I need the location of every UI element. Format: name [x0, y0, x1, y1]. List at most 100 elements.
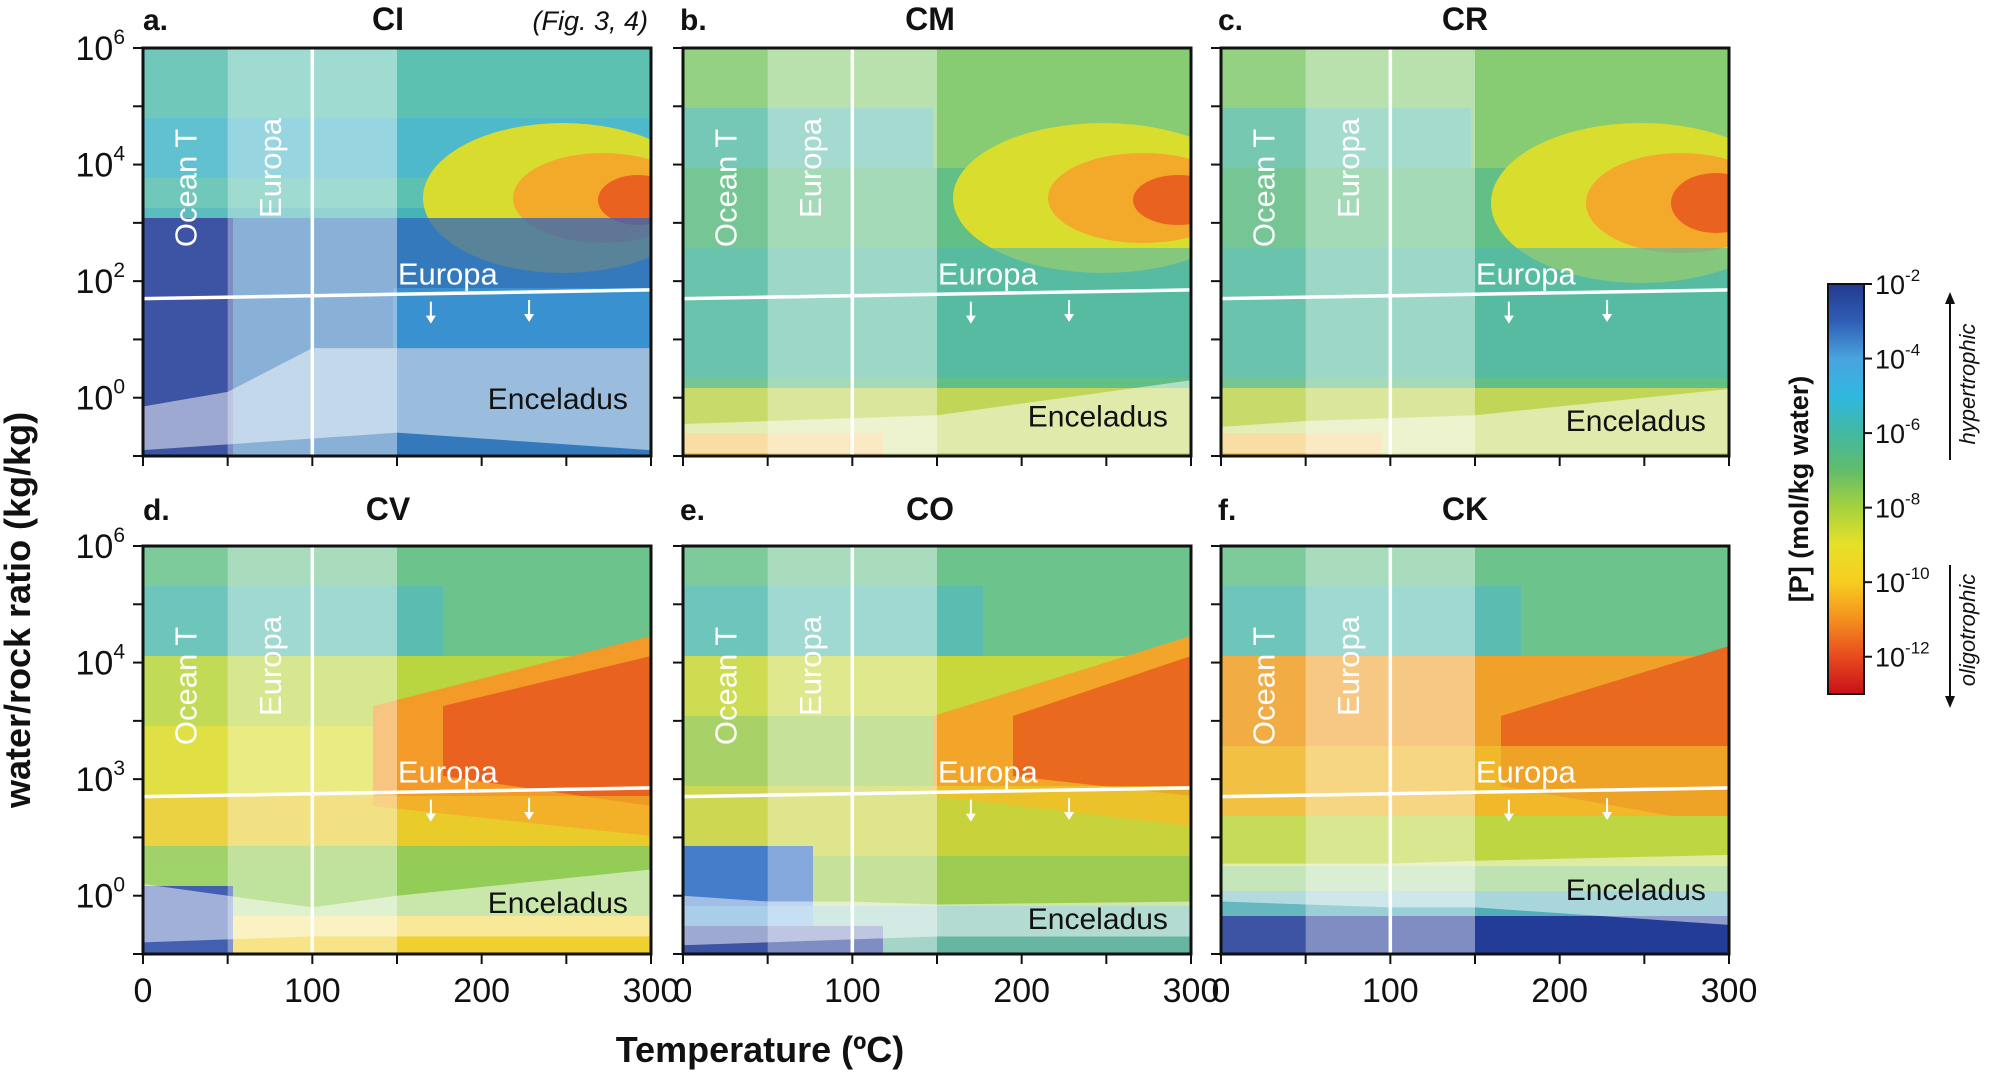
panel-title: CR — [1442, 1, 1488, 37]
panel-letter: a. — [143, 4, 168, 37]
enceladus-label: Enceladus — [1028, 903, 1168, 936]
x-tick-label: 300 — [623, 972, 680, 1010]
europa-wr-line — [682, 786, 1192, 799]
y-tick-label: 104 — [75, 143, 125, 185]
heatmap-plot — [143, 48, 651, 456]
enceladus-label: Enceladus — [1566, 405, 1706, 438]
panel-overlay: Ocean T Europa Europa Enceladus — [673, 46, 1193, 466]
colorbar-tick-label: 10-12 — [1875, 639, 1930, 673]
heatmap-red-zone — [1013, 656, 1191, 796]
europa-arrowhead — [425, 315, 436, 324]
heatmap-blue-band — [143, 586, 443, 656]
heatmap-red-zone — [1671, 173, 1729, 233]
panel-title: CM — [905, 1, 955, 37]
enceladus-region — [683, 380, 1191, 454]
y-tick-label: 100 — [75, 376, 125, 418]
europa-vertical-label: Europa — [793, 615, 828, 716]
enceladus-region — [143, 348, 651, 451]
x-tick-label: 0 — [134, 972, 153, 1010]
x-tick-label: 0 — [674, 972, 693, 1010]
panel-letter: b. — [680, 4, 707, 37]
heatmap-blue-band — [1221, 586, 1521, 656]
panel-overlay: Ocean T Europa Europa Enceladus 0 100 200 300 — [673, 544, 1219, 1010]
colorbar-tick-label: 10-8 — [1875, 490, 1920, 524]
colorbar-tick-label: 10-10 — [1875, 564, 1930, 598]
ocean-band — [1221, 48, 1306, 456]
europa-wr-line — [682, 288, 1192, 301]
x-tick-label: 200 — [1531, 972, 1588, 1010]
europa-arrowhead — [1503, 813, 1514, 822]
panel-cm: b. CM — [680, 1, 1191, 456]
panel-letter: e. — [680, 494, 705, 527]
x-tick-label: 300 — [1701, 972, 1758, 1010]
europa-wr-line — [1220, 786, 1730, 799]
x-tick-label: 200 — [453, 972, 510, 1010]
europa-arrowhead — [524, 313, 535, 322]
europa-horizontal-label: Europa — [938, 257, 1039, 292]
europa-arrowhead — [965, 813, 976, 822]
x-tick-label: 100 — [824, 972, 881, 1010]
europa-arrowhead — [1602, 313, 1613, 322]
ocean-label: Ocean T — [168, 627, 203, 745]
ocean-label: Ocean T — [708, 129, 743, 247]
europa-horizontal-label: Europa — [398, 755, 499, 790]
heatmap-blue-band — [683, 108, 933, 168]
y-tick-label: 104 — [75, 641, 125, 683]
europa-arrowhead — [1064, 313, 1075, 322]
oligotrophic-label: oligotrophic — [1955, 574, 1980, 687]
y-axis-label: water/rock ratio (kg/kg) — [0, 412, 38, 809]
panel-title: CK — [1442, 491, 1488, 527]
enceladus-label: Enceladus — [488, 887, 628, 920]
panel-title: CV — [366, 491, 411, 527]
europa-wr-line — [1220, 288, 1730, 301]
figure-note: (Fig. 3, 4) — [532, 6, 648, 36]
europa-arrowhead — [1503, 315, 1514, 324]
heatmap-dark-zone — [1221, 916, 1729, 954]
europa-arrowhead — [425, 813, 436, 822]
y-tick-label: 102 — [75, 259, 125, 301]
heatmap-blue-band — [1221, 108, 1471, 168]
europa-horizontal-label: Europa — [1476, 755, 1577, 790]
colorbar-gradient — [1827, 283, 1865, 695]
enceladus-region — [1221, 854, 1729, 925]
panel-overlay: Ocean T Europa Europa Enceladus 0 100 200 300 — [1211, 544, 1758, 1010]
panel-title: CI — [372, 1, 404, 37]
x-tick-label: 100 — [1362, 972, 1419, 1010]
y-tick-label: 106 — [75, 26, 125, 68]
panel-ci: a. CI (Fig. 3, 4) — [143, 1, 651, 456]
europa-vertical-label: Europa — [253, 615, 288, 716]
colorbar: 10-2 10-4 10-6 10-8 10-10 10-12 [P] (mol/kg w… — [1784, 266, 1980, 708]
europa-arrowhead — [965, 315, 976, 324]
panel-overlay: Ocean T Europa Europa Enceladus 106 104 102 100 — [75, 26, 653, 466]
heatmap-cyan-zone — [393, 288, 651, 348]
y-tick-label: 100 — [75, 874, 125, 916]
europa-wr-line — [142, 786, 652, 799]
europa-horizontal-label: Europa — [398, 257, 499, 292]
enceladus-region — [683, 895, 1191, 946]
europa-arrowhead — [524, 811, 535, 820]
enceladus-label: Enceladus — [1028, 401, 1168, 434]
heatmap-red-zone — [598, 175, 651, 225]
heatmap-cyan-zone — [1221, 248, 1729, 378]
ocean-label: Ocean T — [1246, 129, 1281, 247]
x-tick-label: 0 — [1212, 972, 1231, 1010]
heatmap-yellow-zone — [683, 786, 1191, 856]
enceladus-region — [143, 869, 651, 943]
colorbar-tick-label: 10-2 — [1875, 266, 1920, 300]
enceladus-region — [1221, 388, 1729, 454]
colorbar-tick-label: 10-6 — [1875, 415, 1920, 449]
enceladus-label: Enceladus — [488, 383, 628, 416]
hypertrophic-label: hypertrophic — [1955, 323, 1980, 444]
heatmap-blue-band — [683, 586, 983, 656]
x-tick-label: 100 — [284, 972, 341, 1010]
oligotrophic-arrowhead — [1945, 696, 1955, 708]
europa-arrowhead — [1064, 811, 1075, 820]
europa-arrowhead — [1602, 811, 1613, 820]
panel-letter: d. — [143, 494, 170, 527]
europa-vertical-label: Europa — [793, 117, 828, 218]
europa-horizontal-label: Europa — [938, 755, 1039, 790]
ocean-band — [683, 546, 768, 954]
heatmap-yellow-zone — [1221, 746, 1729, 816]
europa-wr-line — [142, 288, 652, 301]
